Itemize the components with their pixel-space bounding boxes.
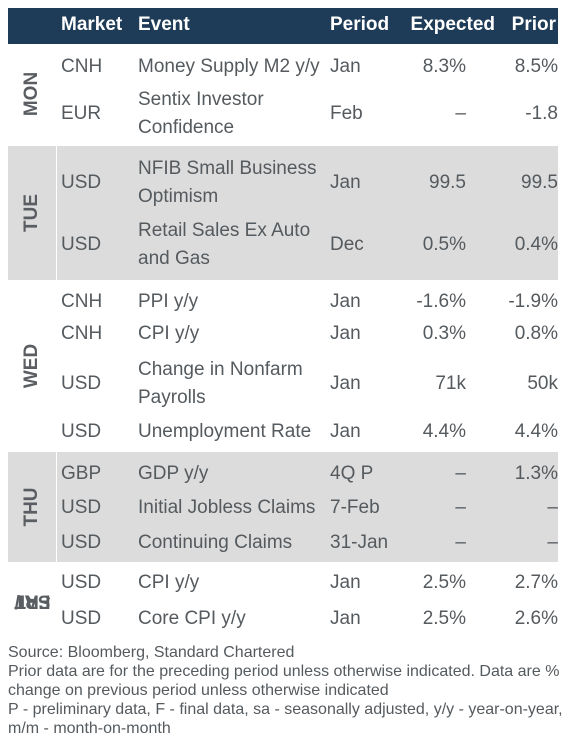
- cell-prior: –: [547, 497, 558, 518]
- header-event: Event: [138, 14, 190, 35]
- cell-market: EUR: [61, 103, 102, 124]
- day-group-tue: TUE USD NFIB Small Business Optimism Jan …: [8, 146, 558, 280]
- cell-market: USD: [61, 421, 102, 442]
- cell-prior: 1.3%: [514, 463, 558, 484]
- day-label-tue: TUE: [8, 146, 57, 280]
- day-group-wed: WED CNH PPI y/y Jan -1.6% -1.9% CNH CPI …: [8, 282, 558, 450]
- cell-expected: 0.3%: [422, 323, 466, 344]
- footnotes: Source: Bloomberg, Standard Chartered Pr…: [8, 643, 563, 738]
- cell-market: USD: [61, 572, 102, 593]
- header-period: Period: [330, 14, 390, 35]
- cell-market: USD: [61, 172, 102, 193]
- cell-event: Continuing Claims: [138, 532, 293, 553]
- cell-market: USD: [61, 497, 102, 518]
- cell-period: Jan: [330, 291, 361, 312]
- header-prior: Prior: [511, 14, 556, 35]
- cell-prior: –: [547, 532, 558, 553]
- cell-period: Jan: [330, 572, 361, 593]
- table-row: USD Core CPI y/y Jan 2.5% 2.6%: [8, 602, 558, 636]
- cell-prior: 0.4%: [514, 234, 558, 255]
- cell-expected: –: [455, 532, 466, 553]
- cell-period: Jan: [330, 373, 361, 394]
- cell-prior: 2.6%: [514, 608, 558, 629]
- cell-period: Jan: [330, 608, 361, 629]
- cell-expected: 71k: [435, 373, 466, 394]
- cell-expected: –: [455, 497, 466, 518]
- cell-market: USD: [61, 608, 102, 629]
- day-group-mon: MON CNH Money Supply M2 y/y Jan 8.3% 8.5…: [8, 44, 558, 144]
- cell-event: CPI y/y: [138, 323, 200, 344]
- day-label-mon: MON: [8, 44, 57, 144]
- cell-event: Change in Nonfarm Payrolls: [138, 359, 303, 408]
- cell-expected: –: [455, 463, 466, 484]
- table-row: USD Continuing Claims 31-Jan – –: [8, 526, 558, 560]
- cell-expected: –: [455, 103, 466, 124]
- table-row: USD Change in Nonfarm Payrolls Jan 71k 50…: [8, 354, 558, 414]
- cell-event: CPI y/y: [138, 572, 200, 593]
- cell-prior: 4.4%: [514, 421, 558, 442]
- cell-event: Retail Sales Ex Auto and Gas: [138, 220, 311, 269]
- day-label-wed: WED: [8, 282, 57, 450]
- cell-prior: 8.5%: [514, 56, 558, 77]
- cell-expected: 99.5: [429, 172, 466, 193]
- cell-period: Dec: [330, 234, 364, 255]
- cell-event: Core CPI y/y: [138, 608, 246, 629]
- header-market: Market: [61, 14, 123, 35]
- cell-expected: 4.4%: [422, 421, 466, 442]
- cell-event: Unemployment Rate: [138, 421, 312, 442]
- table-row: USD Unemployment Rate Jan 4.4% 4.4%: [8, 416, 558, 448]
- cell-prior: 0.8%: [514, 323, 558, 344]
- cell-period: Jan: [330, 421, 361, 442]
- cell-period: Jan: [330, 56, 361, 77]
- cell-prior: 2.7%: [514, 572, 558, 593]
- table-row: USD NFIB Small Business Optimism Jan 99.5…: [8, 152, 558, 214]
- table-row: CNH Money Supply M2 y/y Jan 8.3% 8.5%: [8, 44, 558, 90]
- cell-event: Initial Jobless Claims: [138, 497, 316, 518]
- table-row: USD Retail Sales Ex Auto and Gas Dec 0.5%…: [8, 214, 558, 276]
- header-expected: Expected: [410, 14, 495, 35]
- table-row: CNH CPI y/y Jan 0.3% 0.8%: [8, 318, 558, 350]
- cell-event: Money Supply M2 y/y: [138, 56, 320, 77]
- cell-period: 31-Jan: [330, 532, 389, 553]
- cell-period: Jan: [330, 172, 361, 193]
- cell-expected: -1.6%: [416, 291, 466, 312]
- cell-expected: 8.3%: [422, 56, 466, 77]
- table-row: CNH PPI y/y Jan -1.6% -1.9%: [8, 286, 558, 318]
- cell-event: PPI y/y: [138, 291, 199, 312]
- cell-period: 4Q P: [330, 463, 374, 484]
- cell-market: CNH: [61, 56, 103, 77]
- cell-event: NFIB Small Business Optimism: [138, 158, 317, 207]
- prior-data-note: Prior data are for the preceding period …: [8, 663, 560, 699]
- cell-prior: -1.9%: [508, 291, 558, 312]
- cell-period: 7-Feb: [330, 497, 380, 518]
- day-group-fri-sat: FRI/SAT USD CPI y/y Jan 2.5% 2.7% USD Co…: [8, 564, 558, 638]
- cell-period: Feb: [330, 103, 363, 124]
- cell-market: USD: [61, 373, 102, 394]
- cell-market: CNH: [61, 291, 103, 312]
- cell-period: Jan: [330, 323, 361, 344]
- cell-prior: 50k: [527, 373, 558, 394]
- table-row: USD Initial Jobless Claims 7-Feb – –: [8, 491, 558, 525]
- table-row: USD CPI y/y Jan 2.5% 2.7%: [8, 566, 558, 600]
- day-label-fri-sat: FRI/SAT: [8, 564, 57, 638]
- cell-market: GBP: [61, 463, 102, 484]
- abbreviations-note: P - preliminary data, F - final data, sa…: [8, 701, 563, 737]
- cell-event: GDP y/y: [138, 463, 209, 484]
- cell-event: Sentix Investor Confidence: [138, 89, 264, 138]
- cell-expected: 2.5%: [422, 608, 466, 629]
- cell-market: USD: [61, 234, 102, 255]
- table-row: EUR Sentix Investor Confidence Feb – -1.8: [8, 86, 558, 142]
- table-header: Market Event Period Expected Prior: [8, 8, 558, 44]
- cell-market: USD: [61, 532, 102, 553]
- source-note: Source: Bloomberg, Standard Chartered: [8, 644, 295, 661]
- day-group-thu: THU GBP GDP y/y 4Q P – 1.3% USD Initial …: [8, 452, 558, 562]
- cell-expected: 2.5%: [422, 572, 466, 593]
- day-label-thu: THU: [8, 452, 57, 562]
- table-row: GBP GDP y/y 4Q P – 1.3%: [8, 457, 558, 491]
- cell-prior: -1.8: [525, 103, 558, 124]
- cell-market: CNH: [61, 323, 103, 344]
- cell-expected: 0.5%: [422, 234, 466, 255]
- cell-prior: 99.5: [521, 172, 558, 193]
